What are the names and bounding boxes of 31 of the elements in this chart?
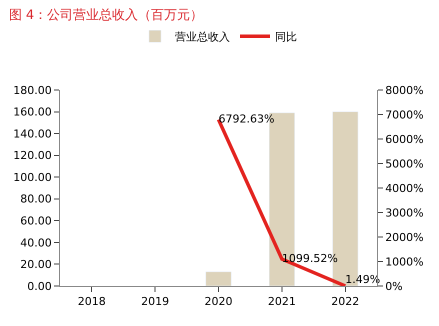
y-tick-label: 0.00 [27,280,52,293]
y2-tick-label: 7000% [385,108,424,122]
y-tick-label: 140.00 [13,127,52,140]
y2-tick-label: 4000% [385,182,424,195]
y-tick-label: 180.00 [13,84,52,97]
y2-tick-label: 1000% [385,255,424,268]
x-tick-label: 2021 [268,295,296,308]
y-tick-label: 80.00 [20,192,52,206]
legend-label: 营业总收入 [175,30,230,44]
y2-tick-label: 5000% [385,157,424,170]
y-tick-label: 120.00 [13,149,52,162]
chart-title: 图 4：公司营业总收入（百万元） [8,8,204,23]
y-tick-label: 100.00 [13,170,52,184]
x-tick-label: 2019 [141,295,170,308]
y2-tick-label: 6000% [385,132,424,146]
y2-tick-label: 8000% [385,84,424,97]
data-label: 1099.52% [282,252,338,265]
y2-tick-label: 0% [385,280,403,293]
legend-label: 同比 [275,30,297,44]
bar [206,272,232,286]
x-tick-label: 2018 [78,295,106,308]
data-label: 6792.63% [218,112,274,126]
y-tick-label: 40.00 [20,236,52,250]
y-tick-label: 160.00 [13,106,52,119]
y-tick-label: 60.00 [20,214,52,228]
y2-tick-label: 2000% [385,230,424,244]
y2-tick-label: 3000% [385,206,424,220]
y-tick-label: 20.00 [20,258,52,272]
data-label: 1.49% [345,273,380,286]
x-tick-label: 2020 [204,295,232,308]
x-tick-label: 2022 [331,295,360,308]
